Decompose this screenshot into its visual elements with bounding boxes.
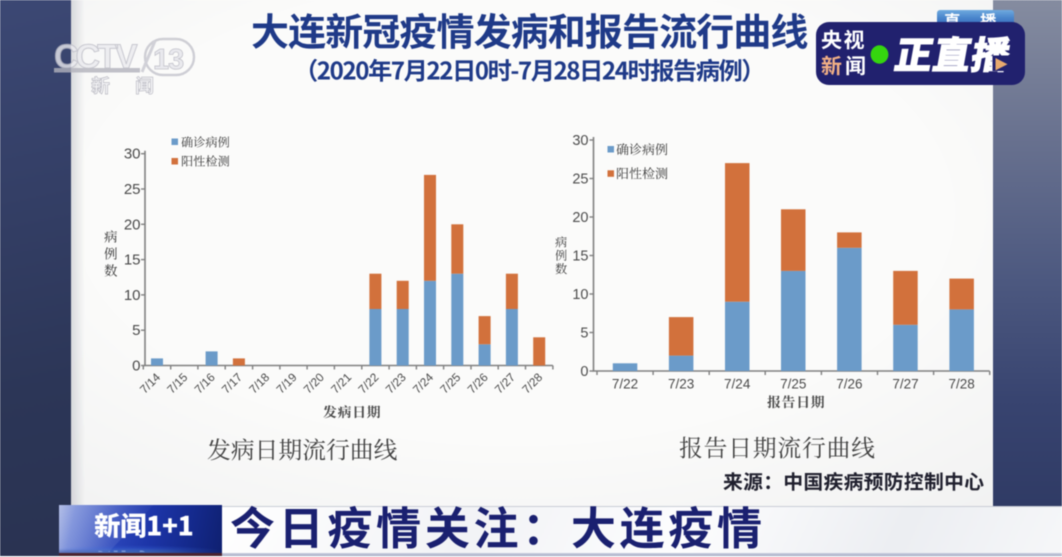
- svg-text:25: 25: [124, 181, 141, 198]
- svg-text:25: 25: [572, 172, 588, 188]
- svg-text:7/23: 7/23: [668, 377, 694, 392]
- svg-text:0: 0: [132, 358, 140, 375]
- svg-text:7/24: 7/24: [724, 377, 751, 392]
- svg-text:7/28: 7/28: [948, 377, 974, 392]
- svg-text:7/27: 7/27: [892, 377, 918, 392]
- svg-text:7/26: 7/26: [836, 377, 862, 392]
- svg-text:5: 5: [580, 326, 588, 342]
- svg-text:15: 15: [124, 252, 141, 269]
- svg-text:10: 10: [124, 287, 141, 304]
- svg-text:30: 30: [572, 133, 588, 149]
- svg-text:7/22: 7/22: [612, 377, 638, 392]
- svg-text:20: 20: [124, 216, 141, 233]
- svg-text:10: 10: [572, 287, 588, 303]
- svg-text:13: 13: [153, 44, 184, 76]
- svg-text:15: 15: [572, 249, 588, 265]
- svg-text:30: 30: [124, 146, 141, 163]
- svg-text:0: 0: [580, 364, 588, 380]
- svg-text:20: 20: [572, 210, 588, 226]
- svg-text:5: 5: [132, 322, 140, 339]
- svg-text:7/25: 7/25: [780, 377, 806, 392]
